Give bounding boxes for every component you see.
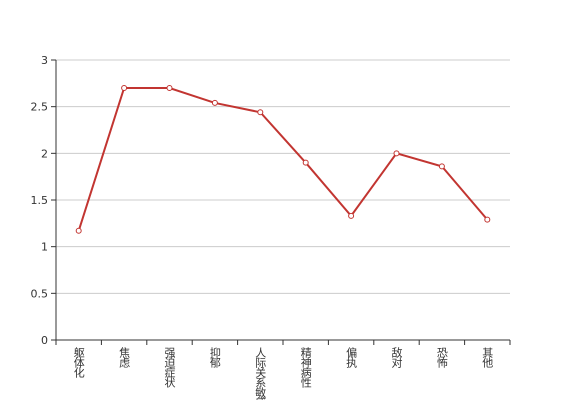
point: [393, 150, 400, 157]
x-tick-label: 焦虑: [118, 347, 131, 368]
point: [166, 85, 173, 91]
y-tick-label: 2.5: [31, 101, 49, 114]
x-tick-label: 抑郁: [208, 346, 221, 368]
point: [348, 212, 355, 219]
point: [484, 216, 491, 223]
point: [257, 109, 264, 116]
point: [438, 163, 445, 170]
y-tick-label: 1.5: [31, 194, 49, 207]
y-tick-label: 0: [41, 334, 48, 347]
point: [302, 159, 309, 166]
point: [211, 99, 218, 106]
x-tick-label: 偏执: [345, 346, 358, 369]
y-tick-label: 2: [41, 147, 48, 160]
x-tick-label: 强迫症状: [163, 347, 176, 388]
x-tick-label: 敌对: [390, 346, 403, 368]
line: [77, 87, 489, 232]
point: [75, 227, 82, 234]
y-tick-label: 0.5: [31, 287, 49, 300]
y-tick-label: 3: [41, 54, 48, 67]
x-tick-label: 恐怖: [435, 347, 448, 368]
x-tick-label: 躯体化: [72, 347, 85, 379]
x-tick-label: 其他: [481, 347, 494, 368]
x-tick-label: 精神病性: [299, 347, 312, 389]
y-tick-label: 1: [41, 241, 48, 254]
x-tick-label: 人际关系敏感: [254, 347, 267, 400]
point: [121, 85, 128, 91]
